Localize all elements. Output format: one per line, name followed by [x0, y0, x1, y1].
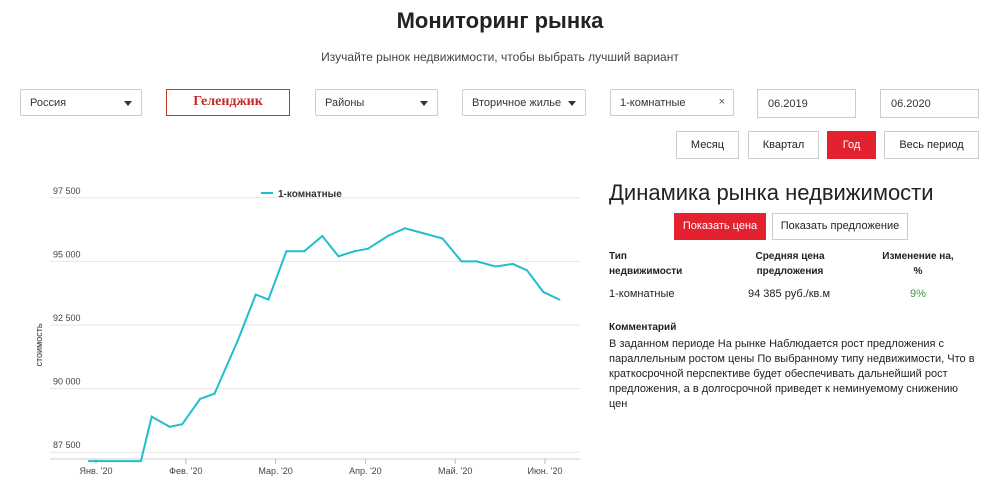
market-select-value: Вторичное жилье	[472, 97, 562, 109]
chevron-down-icon	[124, 101, 132, 106]
data-point	[150, 415, 153, 418]
data-point	[460, 260, 463, 263]
data-point	[475, 260, 478, 263]
period-month-button[interactable]: Месяц	[676, 131, 739, 159]
y-tick-label: 90 000	[53, 377, 81, 387]
x-tick-label: Янв. '20	[80, 466, 113, 476]
y-tick-label: 95 000	[53, 249, 81, 259]
data-point	[367, 247, 370, 250]
date-to-field[interactable]: 06.2020	[880, 89, 979, 118]
col-type-header-line1: Тип	[609, 251, 627, 262]
x-tick-label: Май. '20	[438, 466, 472, 476]
price-chart: 1-комнатные 87 500 90 000 92 500 95 000 97 5…	[34, 186, 580, 476]
x-tick-label: Фев. '20	[169, 466, 202, 476]
x-axis-ticks: Янв. '20 Фев. '20 Мар. '20 Апр. '20 Май. '20…	[80, 459, 563, 476]
data-point	[494, 265, 497, 268]
date-from-field[interactable]: 06.2019	[757, 89, 856, 118]
col-change-header: Изменение на, %	[876, 249, 960, 279]
data-point	[422, 232, 425, 235]
country-select[interactable]: Россия	[20, 89, 142, 116]
chart-grid	[50, 197, 580, 460]
col-type-header-line2: недвижимости	[609, 266, 683, 277]
data-point	[236, 339, 239, 342]
data-point	[181, 423, 184, 426]
data-point	[386, 235, 389, 237]
x-tick-label: Июн. '20	[528, 466, 563, 476]
legend-label: 1-комнатные	[278, 189, 342, 200]
show-price-button[interactable]: Показать цена	[674, 213, 766, 240]
row-price: 94 385 руб./кв.м	[748, 288, 831, 300]
chart-legend[interactable]: 1-комнатные	[261, 189, 342, 200]
y-tick-label: 87 500	[53, 440, 81, 450]
period-quarter-button[interactable]: Квартал	[748, 131, 819, 159]
country-select-value: Россия	[30, 97, 67, 109]
page-title: Мониторинг рынка	[396, 8, 604, 33]
data-point	[542, 290, 545, 293]
comment-text: В заданном периоде На рынке Наблюдается …	[609, 338, 975, 410]
market-select[interactable]: Вторичное жилье	[462, 89, 586, 116]
rooms-select[interactable]: 1-комнатные ×	[610, 89, 734, 116]
district-select-value: Районы	[325, 97, 365, 109]
col-price-header: Средняя цена предложения	[755, 249, 825, 279]
chevron-down-icon	[568, 101, 576, 106]
row-change: 9%	[910, 288, 926, 300]
data-point	[441, 237, 444, 240]
y-axis-ticks: 87 500 90 000 92 500 95 000 97 500	[53, 186, 81, 450]
y-axis-label: стоимость	[34, 323, 44, 366]
data-point	[267, 298, 270, 301]
data-point	[526, 269, 528, 272]
col-change-header-line2: %	[913, 266, 923, 277]
x-tick-label: Апр. '20	[349, 466, 382, 476]
col-change-header-line1: Изменение на,	[882, 251, 954, 262]
y-tick-label: 92 500	[53, 313, 81, 323]
data-point	[213, 392, 216, 395]
show-offer-button[interactable]: Показать предложение	[772, 213, 908, 240]
data-point	[558, 298, 561, 301]
col-price-header-line2: предложения	[756, 266, 824, 277]
page-subtitle: Изучайте рынок недвижимости, чтобы выбра…	[321, 50, 679, 64]
data-point	[337, 255, 340, 258]
y-tick-label: 97 500	[53, 186, 81, 196]
data-point	[254, 293, 257, 296]
series-line-1-komnatnye	[88, 227, 560, 463]
rooms-select-value: 1-комнатные	[620, 97, 686, 109]
col-type-header: Тип недвижимости	[609, 249, 682, 279]
comment-title: Комментарий	[609, 322, 677, 333]
data-point	[199, 397, 202, 400]
data-point	[139, 460, 142, 463]
district-select[interactable]: Районы	[315, 89, 438, 116]
data-point	[168, 425, 171, 428]
x-tick-label: Мар. '20	[258, 466, 292, 476]
data-point	[321, 235, 324, 237]
clear-icon[interactable]: ×	[718, 96, 725, 108]
dynamics-title: Динамика рынка недвижимости	[609, 180, 934, 205]
data-point	[303, 250, 306, 253]
row-type: 1-комнатные	[609, 288, 675, 300]
city-select[interactable]: Геленджик	[166, 89, 290, 116]
data-point	[353, 250, 356, 253]
period-all-button[interactable]: Весь период	[884, 131, 979, 159]
data-point	[511, 262, 514, 265]
period-year-button[interactable]: Год	[827, 131, 876, 159]
series-points	[87, 227, 561, 463]
col-price-header-line1: Средняя цена	[755, 251, 825, 262]
data-point	[87, 460, 90, 463]
data-point	[403, 227, 406, 230]
data-point	[285, 250, 288, 253]
chevron-down-icon	[420, 101, 428, 106]
